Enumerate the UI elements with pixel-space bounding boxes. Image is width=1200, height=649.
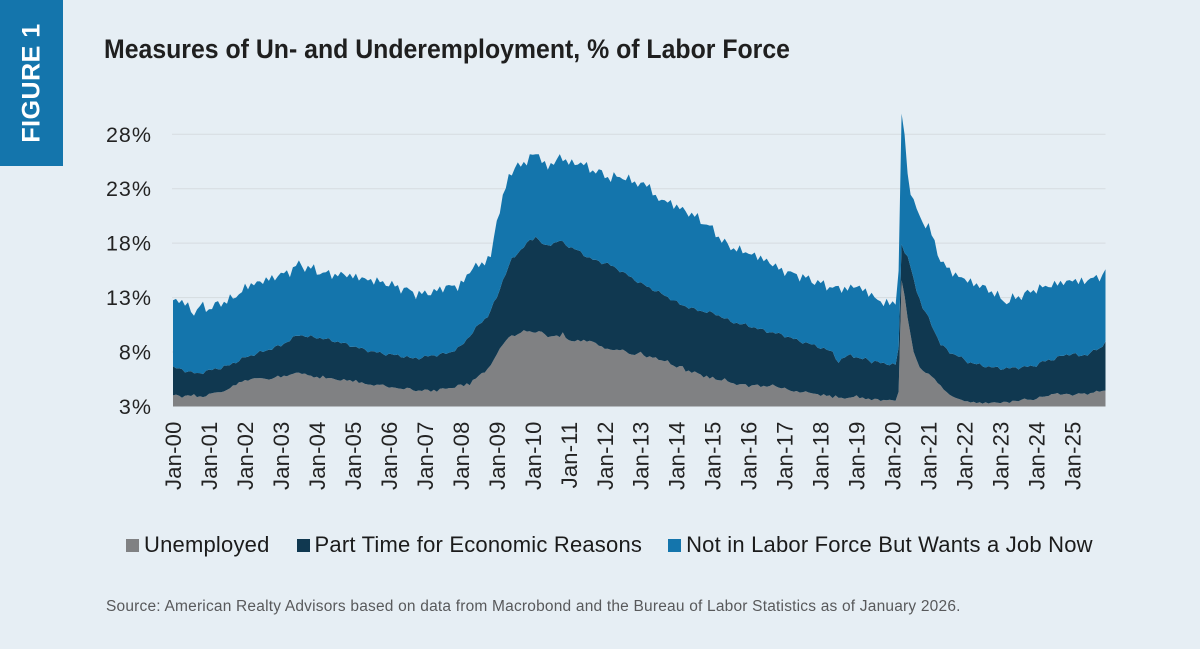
svg-text:13%: 13% [106, 286, 152, 310]
svg-text:Jan-03: Jan-03 [269, 422, 294, 490]
svg-text:Jan-18: Jan-18 [809, 422, 834, 490]
svg-text:Jan-24: Jan-24 [1025, 422, 1050, 490]
svg-text:Jan-23: Jan-23 [989, 422, 1014, 490]
svg-text:Jan-20: Jan-20 [881, 422, 906, 490]
svg-text:Jan-21: Jan-21 [917, 422, 942, 490]
svg-text:Jan-11: Jan-11 [557, 422, 582, 489]
svg-text:8%: 8% [119, 341, 152, 365]
svg-text:Jan-17: Jan-17 [773, 422, 798, 490]
svg-text:Jan-14: Jan-14 [665, 422, 690, 490]
svg-text:Jan-12: Jan-12 [593, 422, 618, 490]
svg-text:Jan-05: Jan-05 [341, 422, 366, 490]
svg-text:Jan-25: Jan-25 [1061, 422, 1086, 490]
svg-text:Jan-13: Jan-13 [629, 422, 654, 490]
svg-text:Jan-07: Jan-07 [413, 422, 438, 490]
svg-text:28%: 28% [106, 123, 152, 147]
svg-text:Jan-02: Jan-02 [233, 422, 258, 490]
svg-text:3%: 3% [119, 395, 152, 419]
svg-text:Jan-06: Jan-06 [377, 422, 402, 490]
svg-text:Jan-00: Jan-00 [161, 422, 186, 490]
svg-text:Jan-08: Jan-08 [449, 422, 474, 490]
svg-text:Jan-19: Jan-19 [845, 422, 870, 490]
svg-text:Jan-09: Jan-09 [485, 422, 510, 490]
svg-text:23%: 23% [106, 177, 152, 201]
svg-text:Jan-16: Jan-16 [737, 422, 762, 490]
svg-text:Jan-10: Jan-10 [521, 422, 546, 490]
svg-text:Jan-01: Jan-01 [197, 422, 222, 490]
svg-text:Jan-22: Jan-22 [953, 422, 978, 490]
svg-text:Jan-15: Jan-15 [701, 422, 726, 490]
svg-text:Jan-04: Jan-04 [305, 422, 330, 490]
svg-text:18%: 18% [106, 232, 152, 256]
